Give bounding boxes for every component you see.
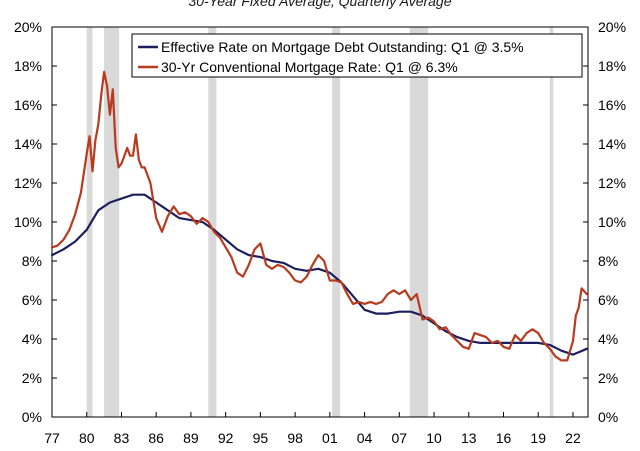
y-tick-label-right-3: 6% <box>598 292 618 308</box>
series-line-30yr-rate <box>50 70 588 362</box>
x-tick-label-0: 77 <box>44 430 60 446</box>
y-tick-label-right-7: 14% <box>598 136 626 152</box>
y-tick-label-right-0: 0% <box>598 409 618 425</box>
x-tick-label-2: 83 <box>114 430 130 446</box>
x-tick-label-10: 07 <box>392 430 408 446</box>
x-axis: 77 80 83 86 89 92 95 98 01 04 07 10 13 16 19 22 <box>44 412 581 446</box>
x-tick-label-7: 98 <box>287 430 303 446</box>
legend-label-effective-rate: Effective Rate on Mortgage Debt Outstand… <box>161 39 524 55</box>
x-tick-label-11: 10 <box>426 430 442 446</box>
x-tick-label-13: 16 <box>496 430 512 446</box>
y-tick-label-right-4: 8% <box>598 253 618 269</box>
y-tick-label-left-1: 2% <box>22 370 42 386</box>
x-tick-label-6: 95 <box>253 430 269 446</box>
x-tick-label-12: 13 <box>461 430 477 446</box>
y-tick-label-left-9: 18% <box>14 58 42 74</box>
x-tick-label-1: 80 <box>79 430 95 446</box>
y-tick-label-right-8: 16% <box>598 97 626 113</box>
y-tick-label-right-9: 18% <box>598 58 626 74</box>
legend-label-30yr-rate: 30-Yr Conventional Mortgage Rate: Q1 @ 6… <box>161 59 458 75</box>
y-tick-label-left-3: 6% <box>22 292 42 308</box>
x-tick-label-5: 92 <box>218 430 234 446</box>
recession-band-0 <box>86 27 93 417</box>
series-line-effective-rate <box>50 193 588 356</box>
legend: Effective Rate on Mortgage Debt Outstand… <box>131 33 583 78</box>
x-tick-label-14: 19 <box>530 430 546 446</box>
recession-band-5 <box>549 27 554 417</box>
series-lines <box>50 70 588 362</box>
y-tick-label-left-10: 20% <box>14 19 42 35</box>
recession-band-4 <box>409 27 429 417</box>
legend-box <box>131 33 583 78</box>
y-tick-label-left-8: 16% <box>14 97 42 113</box>
y-tick-label-left-4: 8% <box>22 253 42 269</box>
x-tick-label-8: 01 <box>322 430 338 446</box>
recession-band-2 <box>208 27 217 417</box>
plot-frame <box>51 26 589 418</box>
y-tick-label-right-5: 10% <box>598 214 626 230</box>
x-tick-label-3: 86 <box>148 430 164 446</box>
y-tick-label-left-5: 10% <box>14 214 42 230</box>
x-tick-label-4: 89 <box>183 430 199 446</box>
y-tick-label-right-2: 4% <box>598 331 618 347</box>
chart-subtitle: 30-Year Fixed Average, Quarterly Average <box>188 0 451 9</box>
x-tick-label-9: 04 <box>357 430 373 446</box>
y-axis-left: 0% 2% 4% 6% 8% 10% 12% 14% 16% 18% 20% <box>14 19 57 425</box>
y-tick-label-right-1: 2% <box>598 370 618 386</box>
y-tick-label-left-7: 14% <box>14 136 42 152</box>
x-tick-label-15: 22 <box>565 430 581 446</box>
y-tick-label-left-6: 12% <box>14 175 42 191</box>
recession-band-3 <box>332 27 341 417</box>
y-tick-label-left-0: 0% <box>22 409 42 425</box>
y-tick-label-right-10: 20% <box>598 19 626 35</box>
y-tick-label-right-6: 12% <box>598 175 626 191</box>
y-tick-label-left-2: 4% <box>22 331 42 347</box>
y-axis-right: 0% 2% 4% 6% 8% 10% 12% 14% 16% 18% 20% <box>583 19 626 425</box>
